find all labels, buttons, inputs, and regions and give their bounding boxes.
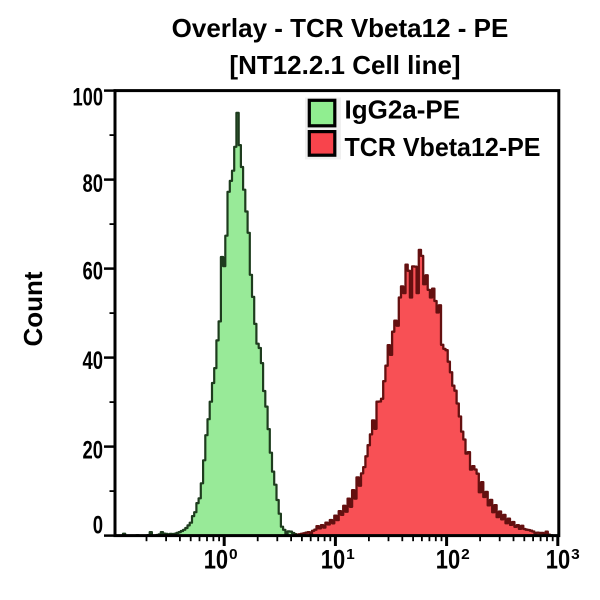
svg-text:60: 60 bbox=[83, 257, 104, 285]
svg-text:10: 10 bbox=[546, 544, 570, 574]
svg-text:0: 0 bbox=[229, 546, 238, 563]
svg-text:0: 0 bbox=[93, 511, 103, 539]
svg-text:2: 2 bbox=[461, 546, 470, 563]
svg-text:10: 10 bbox=[204, 544, 228, 574]
svg-text:100: 100 bbox=[73, 84, 104, 112]
svg-text:Count: Count bbox=[18, 271, 48, 346]
svg-text:[NT12.2.1 Cell line]: [NT12.2.1 Cell line] bbox=[229, 50, 460, 80]
svg-text:IgG2a-PE: IgG2a-PE bbox=[345, 94, 461, 124]
svg-text:10: 10 bbox=[321, 544, 345, 574]
svg-text:20: 20 bbox=[83, 437, 104, 465]
svg-text:TCR Vbeta12-PE: TCR Vbeta12-PE bbox=[345, 132, 541, 162]
svg-text:80: 80 bbox=[83, 170, 104, 198]
svg-text:1: 1 bbox=[346, 546, 355, 563]
svg-text:3: 3 bbox=[571, 546, 580, 563]
svg-text:Overlay - TCR Vbeta12 - PE: Overlay - TCR Vbeta12 - PE bbox=[172, 13, 509, 43]
svg-text:40: 40 bbox=[83, 347, 104, 375]
svg-text:10: 10 bbox=[436, 544, 460, 574]
